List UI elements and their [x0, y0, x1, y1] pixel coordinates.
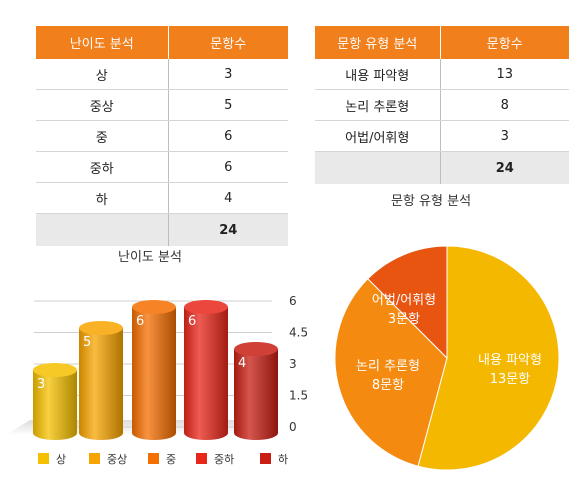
legend-swatch	[148, 453, 159, 464]
row-label: 상	[36, 59, 169, 90]
row-value: 3	[440, 120, 569, 152]
bar-top	[33, 363, 77, 377]
bar-data-label: 4	[238, 356, 246, 371]
y-tick-label: 6	[289, 294, 297, 308]
bar-data-label: 6	[188, 314, 196, 329]
total-value: 24	[168, 213, 288, 246]
legend-label: 중하	[214, 452, 234, 466]
difficulty-table-header: 난이도 분석 문항수	[36, 26, 288, 59]
row-label: 중	[36, 120, 169, 152]
legend-swatch	[260, 453, 271, 464]
pie-slice-label: 어법/어휘형	[372, 293, 436, 308]
pie-chart-title: 문항 유형 분석	[391, 194, 472, 209]
table-row: 논리 추론형 8	[315, 89, 569, 121]
legend-label: 중상	[107, 453, 127, 466]
pie-slice	[367, 245, 448, 360]
table-row: 내용 파악형 13	[315, 59, 569, 90]
row-value: 4	[168, 182, 288, 214]
table-row: 어법/어휘형 3	[315, 120, 569, 152]
pie-slice-value: 3문항	[388, 312, 420, 327]
row-value: 13	[440, 59, 569, 90]
legend-label: 상	[56, 453, 66, 466]
bar-top	[79, 321, 123, 335]
bar-top	[132, 300, 176, 314]
row-value: 6	[168, 120, 288, 152]
row-label: 논리 추론형	[315, 89, 441, 121]
row-label: 어법/어휘형	[315, 120, 441, 152]
table-row: 중하 6	[36, 151, 288, 183]
y-tick-label: 1.5	[289, 389, 308, 403]
type-table-header: 문항 유형 분석 문항수	[315, 26, 569, 59]
total-value: 24	[440, 151, 569, 184]
bar-top	[184, 300, 228, 314]
bar-chart-title: 난이도 분석	[118, 250, 182, 265]
bar-top	[234, 342, 278, 356]
pie-slice-label: 논리 추론형	[356, 359, 420, 374]
pie-slice-label: 내용 파악형	[478, 353, 542, 368]
legend-swatch	[89, 453, 100, 464]
bar	[132, 307, 176, 440]
type-pie-chart: 내용 파악형 13문항 논리 추론형 8문항 어법/어휘형 3문항	[334, 245, 560, 471]
y-tick-label: 0	[289, 420, 297, 434]
header-difficulty: 난이도 분석	[36, 26, 169, 59]
pie-slice	[417, 245, 560, 471]
row-label: 중하	[36, 151, 169, 183]
row-value: 8	[440, 89, 569, 121]
row-label: 하	[36, 182, 169, 214]
row-value: 5	[168, 89, 288, 121]
header-type: 문항 유형 분석	[315, 26, 441, 59]
bar-data-label: 5	[83, 335, 91, 350]
pie-slice-value: 8문항	[372, 378, 404, 393]
bar	[184, 307, 228, 440]
legend-swatch	[196, 453, 207, 464]
total-row: 24	[36, 213, 288, 246]
header-count: 문항수	[440, 26, 569, 59]
difficulty-bar-chart: 0 1.5 3 4.5 6 3 5 6 6 4 상 중상 중 중하 하	[6, 294, 308, 466]
total-row: 24	[315, 151, 569, 184]
total-label	[36, 213, 169, 246]
row-value: 3	[168, 59, 288, 90]
pie-slice	[334, 278, 448, 467]
legend-label: 하	[278, 452, 288, 466]
bar	[33, 370, 77, 440]
y-tick-label: 3	[289, 357, 297, 371]
header-count: 문항수	[168, 26, 288, 59]
legend-label: 중	[166, 453, 176, 466]
total-label	[315, 151, 441, 184]
row-label: 중상	[36, 89, 169, 121]
bar	[234, 349, 278, 440]
bar-data-label: 3	[37, 377, 45, 392]
row-label: 내용 파악형	[315, 59, 441, 90]
y-tick-label: 4.5	[289, 326, 308, 340]
legend-swatch	[38, 453, 49, 464]
bar-data-label: 6	[136, 314, 144, 329]
table-row: 중상 5	[36, 89, 288, 121]
pie-slice-value: 13문항	[490, 372, 531, 387]
row-value: 6	[168, 151, 288, 183]
bar	[79, 328, 123, 440]
type-table: 문항 유형 분석 문항수 내용 파악형 13 논리 추론형 8 어법/어휘형 3 24	[315, 26, 569, 184]
